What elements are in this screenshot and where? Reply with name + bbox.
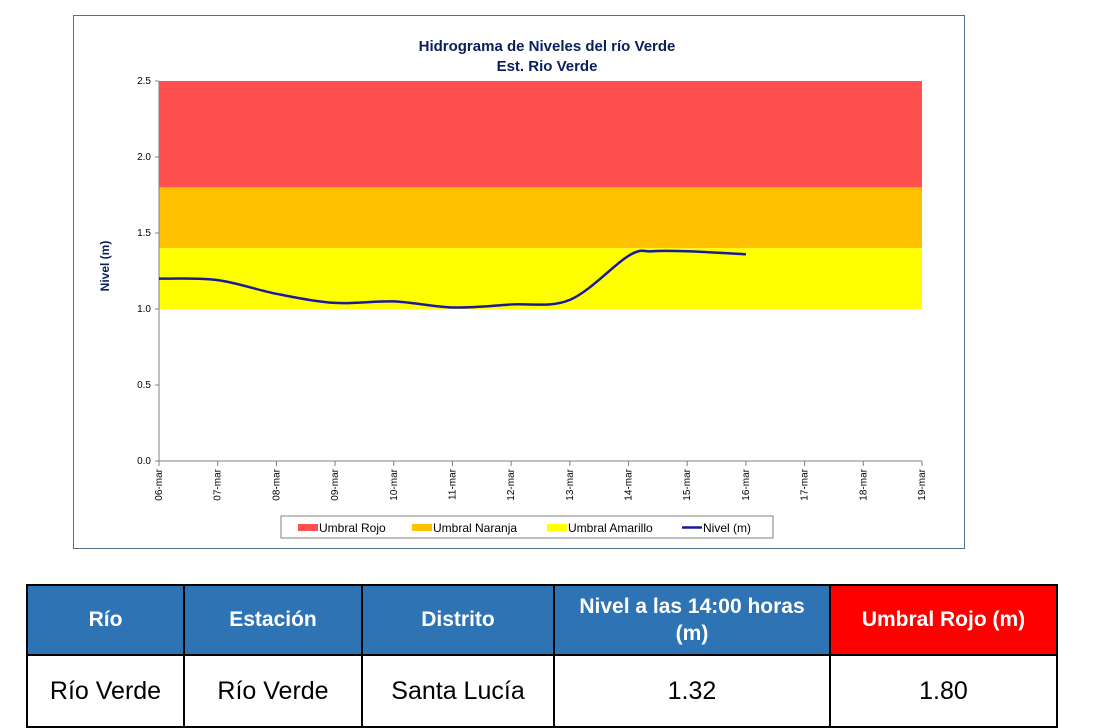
series-layer [158,249,746,309]
x-tick-label: 13-mar [565,468,576,500]
chart-title: Hidrograma de Niveles del río Verde [419,38,676,55]
band-umbral-amarillo [159,248,922,309]
legend-label-umbral-naranja: Umbral Naranja [433,521,517,535]
table-row: Río Verde Río Verde Santa Lucía 1.32 1.8… [26,654,1058,728]
y-tick-label: 2.0 [137,152,151,163]
y-axis-label: Nivel (m) [98,241,112,292]
chart-axes [158,81,922,462]
legend-swatch-umbral-amarillo [547,524,567,531]
legend-swatch-umbral-rojo [298,524,318,531]
chart-legend: Umbral Rojo Umbral Naranja Umbral Amarillo… [280,515,774,539]
header-rio: Río [26,584,185,656]
band-umbral-naranja [159,187,922,249]
x-tick-label: 19-mar [917,468,928,500]
y-tick-label: 0.0 [137,456,151,467]
y-axis-ticks: 0.0 0.5 1.0 1.5 2.0 2.5 [137,76,159,467]
legend-label-nivel-m: Nivel (m) [703,521,751,535]
x-tick-label: 07-mar [213,468,224,500]
header-distrito: Distrito [361,584,555,656]
y-tick-label: 1.5 [137,228,151,239]
threshold-bands [159,81,922,309]
cell-nivel: 1.32 [553,654,831,728]
hydrograph-chart: Hidrograma de Niveles del río Verde Est.… [98,38,928,539]
series-line-nivel-m [158,249,746,309]
cell-distrito: Santa Lucía [361,654,555,728]
x-tick-label: 12-mar [506,468,517,500]
header-nivel: Nivel a las 14:00 horas (m) [553,584,831,656]
x-tick-label: 16-mar [741,468,752,500]
x-tick-label: 08-mar [271,468,282,500]
x-tick-label: 17-mar [800,468,811,500]
table-header-row: Río Estación Distrito Nivel a las 14:00 … [26,584,1058,656]
x-axis-ticks: 06-mar 07-mar 08-mar 09-mar 10-mar 11-mar 12-m… [154,461,928,501]
x-tick-label: 11-mar [447,468,458,500]
chart-subtitle: Est. Rio Verde [497,58,598,75]
y-tick-label: 0.5 [137,380,151,391]
x-tick-label: 18-mar [858,468,869,500]
station-table: Río Estación Distrito Nivel a las 14:00 … [26,584,1058,728]
x-tick-label: 10-mar [389,468,400,500]
band-umbral-rojo [159,81,922,188]
cell-rio: Río Verde [26,654,185,728]
header-umbral-rojo: Umbral Rojo (m) [829,584,1058,656]
legend-label-umbral-amarillo: Umbral Amarillo [568,521,653,535]
y-tick-label: 2.5 [137,76,151,87]
x-tick-label: 15-mar [682,468,693,500]
legend-swatch-umbral-naranja [412,524,432,531]
x-tick-label: 09-mar [330,468,341,500]
cell-umbral-rojo: 1.80 [829,654,1058,728]
x-tick-label: 06-mar [154,468,165,500]
header-estacion: Estación [183,584,363,656]
chart-frame: Hidrograma de Niveles del río Verde Est.… [73,15,965,549]
cell-estacion: Río Verde [183,654,363,728]
legend-label-umbral-rojo: Umbral Rojo [319,521,386,535]
x-tick-label: 14-mar [624,468,635,500]
legend-box [280,515,774,539]
y-tick-label: 1.0 [137,304,151,315]
